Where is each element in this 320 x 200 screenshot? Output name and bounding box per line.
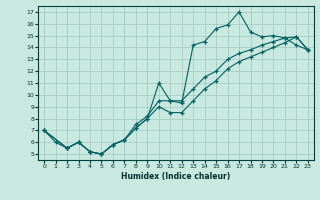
X-axis label: Humidex (Indice chaleur): Humidex (Indice chaleur): [121, 172, 231, 181]
